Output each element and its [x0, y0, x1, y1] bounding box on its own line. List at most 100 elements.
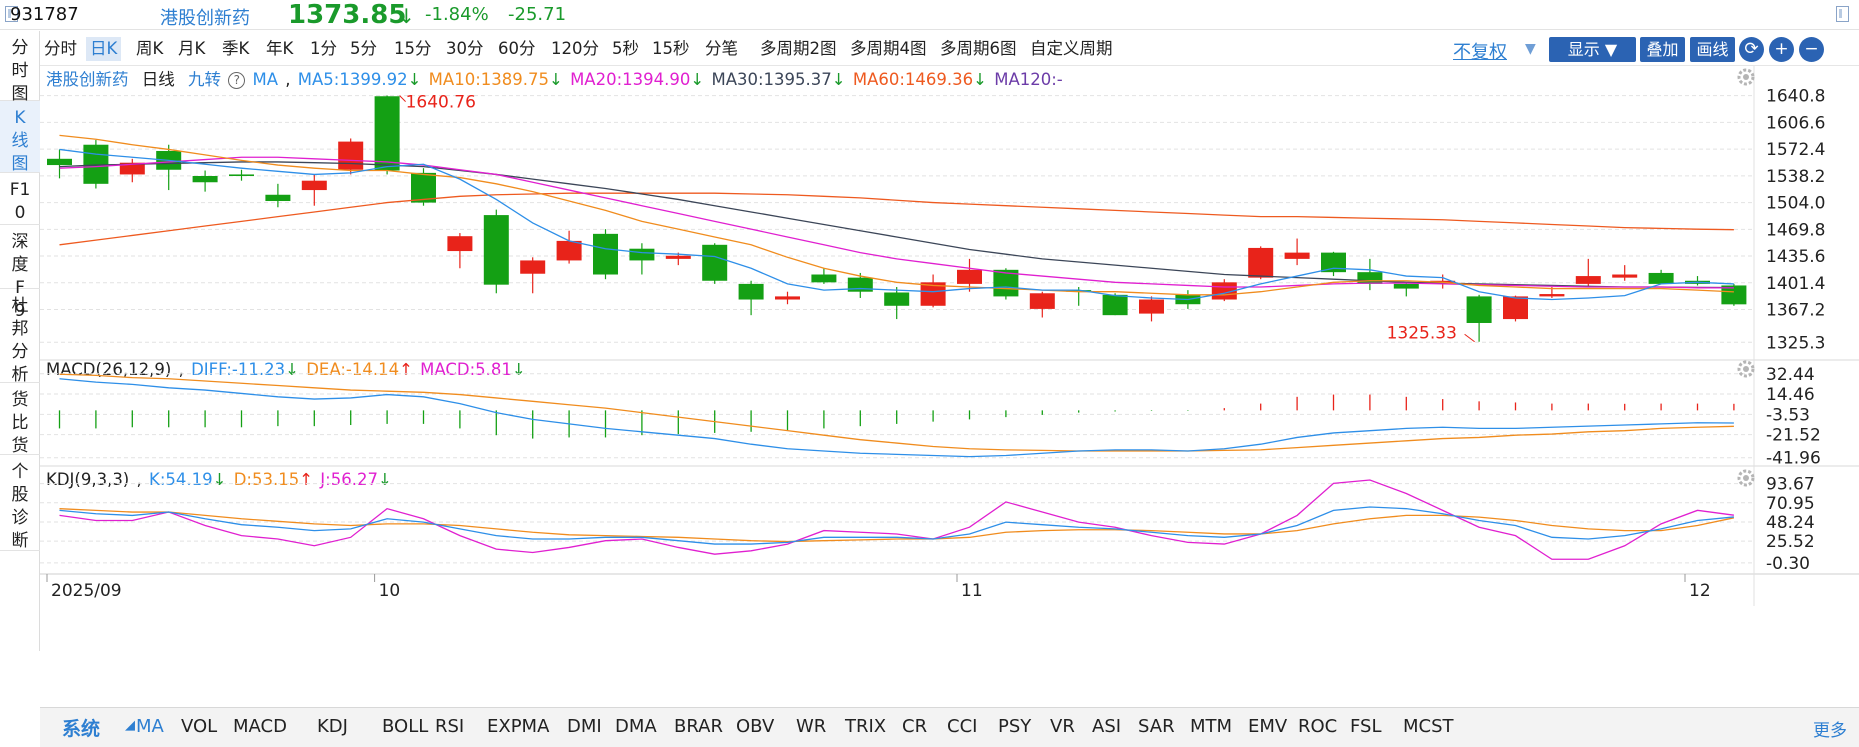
candle-body: [1357, 272, 1383, 284]
kdj-k-line: [59, 506, 1734, 545]
period-tab-16[interactable]: 多周期4图: [850, 39, 927, 58]
indicator-tab-mcst[interactable]: MCST: [1403, 716, 1454, 737]
kline-chart-svg[interactable]: 1640.8 1606.6 1572.4 1538.2 1504.0 1469.8 1435…: [40, 66, 1859, 699]
indicator-tab-ma[interactable]: MA: [136, 716, 164, 737]
period-tab-2[interactable]: 周K: [136, 39, 164, 58]
sidebar-item-compare[interactable]: 货比货: [0, 383, 40, 456]
settings-gear-icon: [1743, 366, 1749, 372]
period-tab-14[interactable]: 分笔: [705, 39, 738, 58]
candle-body: [1503, 296, 1528, 320]
period-tab-11[interactable]: 120分: [551, 39, 599, 58]
sidebar-item-f10[interactable]: F10: [0, 173, 40, 225]
ma20-line: [59, 156, 1734, 289]
overlay-button[interactable]: 叠加: [1640, 37, 1685, 62]
period-tab-5[interactable]: 年K: [266, 39, 294, 58]
macd-tick-label: -3.53: [1766, 405, 1810, 425]
period-tab-12[interactable]: 5秒: [612, 39, 639, 58]
indicator-tab-fsl[interactable]: FSL: [1350, 716, 1382, 737]
adjust-dropdown[interactable]: 不复权: [1453, 42, 1507, 63]
refresh-icon[interactable]: ⟳: [1739, 37, 1764, 62]
triangle-down-icon[interactable]: ◢: [125, 718, 135, 733]
period-tab-15[interactable]: 多周期2图: [760, 39, 837, 58]
chart-area[interactable]: 港股创新药 日线 九转 ? MA , MA5:1399.92↓ MA10:138…: [40, 66, 1859, 699]
sidebar-item-timeshare[interactable]: 分时图: [0, 31, 40, 104]
down-arrow-icon: ↓: [690, 70, 705, 89]
price-tick-label: 1469.8: [1766, 220, 1825, 240]
indicator-tab-boll[interactable]: BOLL: [382, 716, 429, 737]
indicator-tab-vol[interactable]: VOL: [181, 716, 218, 737]
sidebar-item-dupont[interactable]: 杜邦分析: [0, 289, 40, 385]
candle-body: [47, 158, 72, 166]
indicator-tab-wr[interactable]: WR: [796, 716, 827, 737]
legend-ma120: MA120:-: [994, 70, 1063, 89]
chevron-down-icon: ▼: [1604, 40, 1618, 59]
candle-body: [738, 283, 764, 300]
kdj-d: D:53.15: [233, 470, 300, 489]
price-tick-label: 1572.4: [1766, 140, 1825, 160]
indicator-tab-kdj[interactable]: KDJ: [317, 716, 348, 737]
indicator-tab-mtm[interactable]: MTM: [1190, 716, 1233, 737]
indicator-tab-rsi[interactable]: RSI: [435, 716, 465, 737]
sidebar-item-kline[interactable]: K线图: [0, 101, 40, 174]
indicator-tab-vr[interactable]: VR: [1050, 716, 1075, 737]
system-indicator-button[interactable]: 系统: [62, 718, 101, 740]
period-tab-7[interactable]: 5分: [350, 39, 377, 58]
indicator-tab-expma[interactable]: EXPMA: [487, 716, 550, 737]
indicator-tab-roc[interactable]: ROC: [1298, 716, 1338, 737]
indicator-tab-asi[interactable]: ASI: [1092, 716, 1122, 737]
legend-nine-turn[interactable]: 九转: [188, 70, 221, 89]
sidebar-toggle-icon[interactable]: [5, 6, 18, 22]
help-icon[interactable]: ?: [228, 72, 246, 89]
period-tab-17[interactable]: 多周期6图: [940, 39, 1017, 58]
down-arrow-icon: ↓: [511, 360, 526, 379]
chevron-down-icon[interactable]: ▼: [1525, 41, 1536, 57]
indicator-tab-brar[interactable]: BRAR: [674, 716, 723, 737]
indicator-tab-dma[interactable]: DMA: [615, 716, 657, 737]
indicator-tab-trix[interactable]: TRIX: [845, 716, 887, 737]
sidebar-item-diagnosis[interactable]: 个股诊断: [0, 455, 40, 551]
period-tab-10[interactable]: 60分: [498, 39, 536, 58]
indicator-tab-emv[interactable]: EMV: [1248, 716, 1288, 737]
date-label: 2025/09: [51, 581, 122, 601]
period-tab-6[interactable]: 1分: [310, 39, 337, 58]
period-tab-13[interactable]: 15秒: [652, 39, 690, 58]
price-tick-label: 1606.6: [1766, 113, 1825, 133]
more-button[interactable]: 更多: [1813, 721, 1847, 741]
quote-header: 931787 港股创新药 1373.85 ↓ -1.84% -25.71: [0, 0, 1859, 30]
down-arrow-icon: ↓: [212, 470, 227, 489]
draw-line-button[interactable]: 画线: [1690, 37, 1735, 62]
indicator-tab-sar[interactable]: SAR: [1138, 716, 1175, 737]
down-arrow-icon: ↓: [973, 70, 987, 89]
change-percent: -1.84%: [425, 4, 489, 25]
candle-body: [702, 244, 728, 281]
indicator-tab-cr[interactable]: CR: [902, 716, 928, 737]
indicator-tab-cci[interactable]: CCI: [947, 716, 978, 737]
indicator-tab-obv[interactable]: OBV: [736, 716, 775, 737]
display-button[interactable]: 显示 ▼: [1549, 37, 1636, 62]
macd-tick-label: 14.46: [1766, 385, 1815, 405]
period-tab-0[interactable]: 分时: [44, 39, 77, 58]
candle-body: [411, 172, 436, 203]
indicator-tab-dmi[interactable]: DMI: [567, 716, 602, 737]
security-name[interactable]: 港股创新药: [160, 8, 250, 29]
down-arrow-icon: ↓: [407, 70, 422, 89]
period-tab-3[interactable]: 月K: [178, 39, 206, 58]
period-tab-4[interactable]: 季K: [222, 39, 250, 58]
zoom-out-icon[interactable]: −: [1799, 37, 1824, 62]
indicator-tab-macd[interactable]: MACD: [233, 716, 287, 737]
macd-dea-line: [59, 373, 1734, 452]
ma10-line: [59, 134, 1734, 296]
kdj-title: KDJ(9,3,3): [46, 470, 130, 489]
zoom-in-icon[interactable]: +: [1769, 37, 1794, 62]
sidebar-item-label: F10: [9, 180, 31, 223]
period-tab-1[interactable]: 日K: [86, 37, 122, 61]
panel-toggle-icon[interactable]: [1836, 6, 1849, 22]
sidebar-item-depth-f9[interactable]: 深度F9: [0, 225, 40, 321]
period-tab-18[interactable]: 自定义周期: [1030, 39, 1113, 58]
indicator-tab-psy[interactable]: PSY: [998, 716, 1032, 737]
period-tab-9[interactable]: 30分: [446, 39, 484, 58]
legend-period: 日线: [141, 70, 175, 89]
up-arrow-icon: ↑: [399, 360, 413, 379]
period-tab-8[interactable]: 15分: [394, 39, 432, 58]
legend-ma5: MA5:1399.92: [297, 70, 408, 89]
